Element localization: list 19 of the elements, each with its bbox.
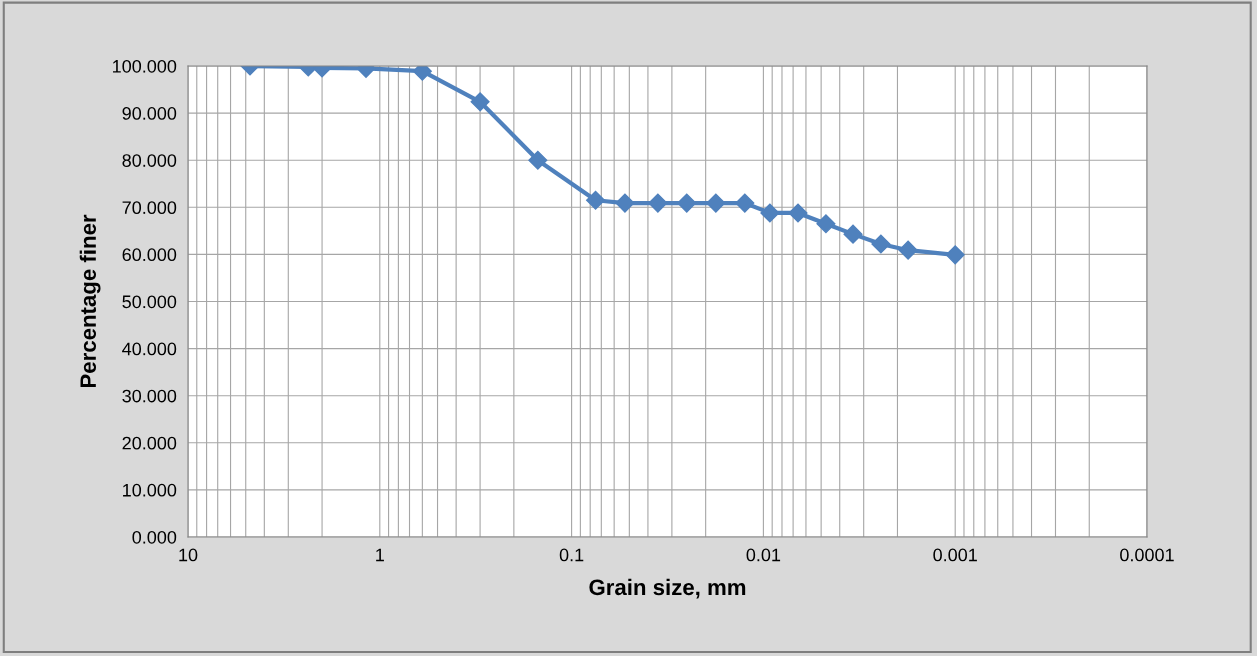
y-axis-title: Percentage finer — [79, 214, 101, 388]
y-tick-label: 50.000 — [122, 295, 177, 309]
x-tick-label: 0.001 — [933, 548, 977, 562]
y-tick-label: 100.000 — [113, 59, 177, 73]
x-tick-label: 1 — [376, 548, 384, 562]
y-tick-label: 40.000 — [122, 342, 177, 356]
y-tick-label: 0.000 — [132, 530, 177, 544]
y-tick-label: 20.000 — [122, 436, 177, 450]
y-tick-label: 60.000 — [122, 248, 177, 262]
y-tick-label: 90.000 — [122, 107, 177, 120]
x-tick-label: 0.1 — [559, 548, 584, 562]
x-tick-label: 10 — [179, 548, 198, 562]
y-tick-label: 80.000 — [122, 154, 177, 167]
y-tick-label: 10.000 — [123, 483, 177, 497]
y-tick-label: 30.000 — [122, 389, 177, 403]
x-tick-label: 0.0001 — [1120, 548, 1174, 562]
y-tick-label: 70.000 — [122, 201, 177, 215]
x-tick-label: 0.01 — [746, 548, 781, 562]
x-axis-title: Grain size, mm — [589, 578, 746, 599]
